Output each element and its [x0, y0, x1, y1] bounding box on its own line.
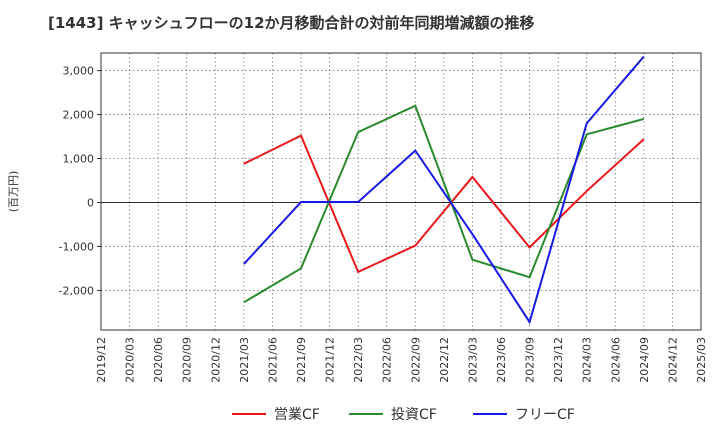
y-tick-label: -1,000: [59, 240, 94, 253]
legend-label: 営業CF: [274, 407, 320, 423]
x-tick-label: 2020/09: [181, 337, 194, 383]
x-tick-label: 2020/06: [152, 337, 165, 383]
series-layer: [243, 55, 645, 325]
y-axis: 3,000 2,000 1,000 0 -1,000 -2,000: [59, 65, 101, 297]
x-tick-label: 2022/06: [381, 337, 394, 383]
plot-frame: [100, 52, 702, 331]
x-tick-label: 2025/03: [695, 337, 708, 383]
chart-title: [1443] キャッシュフローの12か月移動合計の対前年同期増減額の推移: [48, 14, 535, 32]
x-tick-label: 2021/12: [324, 337, 337, 383]
series-line-3: [243, 55, 645, 325]
x-tick-label: 2024/03: [581, 337, 594, 383]
x-tick-label: 2023/09: [524, 337, 537, 383]
y-tick-label: 3,000: [63, 65, 95, 78]
y-tick-label: 2,000: [63, 109, 95, 122]
x-tick-label: 2022/12: [438, 337, 451, 383]
x-tick-label: 2022/03: [352, 337, 365, 383]
legend: 営業CF 投資CF フリーCF: [232, 407, 575, 423]
x-tick-label: 2021/09: [295, 337, 308, 383]
plot-area: [101, 53, 701, 330]
y-gridlines: [101, 70, 701, 291]
x-tick-label: 2021/06: [266, 337, 279, 383]
x-tick-label: 2024/12: [666, 337, 679, 383]
x-tick-label: 2020/03: [124, 337, 137, 383]
x-tick-label: 2023/03: [466, 337, 479, 383]
x-tick-label: 2024/06: [609, 337, 622, 383]
y-tick-label: 1,000: [63, 153, 95, 166]
y-tick-label: -2,000: [59, 284, 94, 297]
y-axis-label: (百万円): [7, 171, 20, 213]
x-tick-label: 2023/06: [495, 337, 508, 383]
series-line-1: [243, 134, 645, 274]
x-axis: 2019/12 2020/03 2020/06 2020/09 2020/12 2021/…: [95, 337, 708, 383]
x-tick-label: 2022/09: [409, 337, 422, 383]
x-tick-label: 2023/12: [552, 337, 565, 383]
legend-label: 投資CF: [391, 407, 437, 423]
x-tick-label: 2019/12: [95, 337, 108, 383]
y-tick-label: 0: [87, 196, 94, 209]
x-tick-label: 2024/09: [638, 337, 651, 383]
x-tick-label: 2020/12: [209, 337, 222, 383]
x-tick-label: 2021/03: [238, 337, 251, 383]
legend-label: フリーCF: [515, 407, 575, 423]
